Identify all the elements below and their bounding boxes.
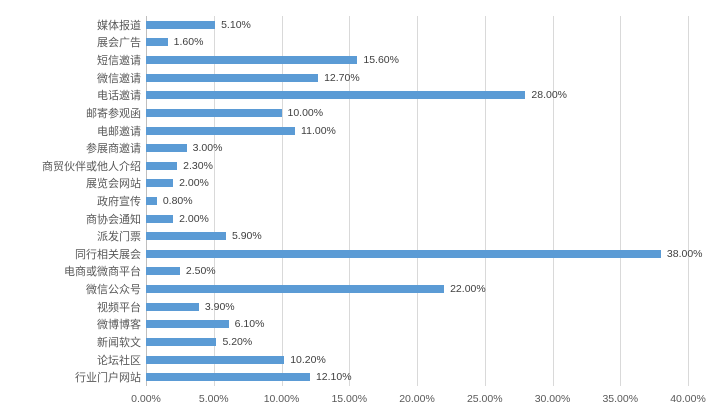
value-label: 3.90% — [204, 300, 235, 313]
category-label: 同行相关展会 — [75, 248, 141, 261]
value-label: 10.00% — [287, 106, 324, 119]
bar — [146, 144, 187, 153]
category-label: 电邮邀请 — [97, 125, 141, 138]
value-label: 2.00% — [179, 177, 209, 190]
x-axis-tick-label: 25.00% — [466, 393, 503, 405]
category-label: 微信邀请 — [97, 72, 141, 85]
category-label: 参展商邀请 — [86, 143, 141, 156]
x-axis-tick-label: 40.00% — [670, 393, 706, 405]
value-label: 3.00% — [192, 142, 223, 155]
x-axis-tick-label: 5.00% — [198, 393, 229, 405]
x-axis-tick-label: 30.00% — [534, 393, 571, 405]
gridline — [688, 16, 689, 386]
value-label: 2.30% — [183, 159, 213, 172]
category-label: 论坛社区 — [97, 354, 141, 367]
category-label: 商协会通知 — [86, 213, 141, 226]
gridline — [620, 16, 622, 386]
value-label: 12.10% — [315, 371, 352, 384]
category-label: 展会广告 — [97, 37, 141, 50]
category-label: 派发门票 — [97, 231, 141, 244]
bar — [146, 267, 180, 276]
bar — [146, 20, 216, 29]
bar — [146, 232, 226, 241]
x-axis-tick-label: 20.00% — [399, 393, 435, 405]
category-label: 短信邀请 — [97, 55, 141, 68]
value-label: 12.70% — [324, 71, 360, 84]
bar — [146, 161, 178, 170]
x-axis-tick-label: 10.00% — [263, 393, 300, 405]
value-label: 38.00% — [666, 247, 703, 260]
x-axis-tick-label: 15.00% — [331, 393, 368, 405]
bar — [146, 214, 174, 223]
bar — [146, 355, 285, 364]
value-label: 5.90% — [231, 230, 262, 243]
value-label: 10.20% — [290, 353, 326, 366]
gridline — [552, 16, 554, 386]
value-label: 11.00% — [301, 124, 336, 137]
bar — [146, 108, 282, 117]
bar — [146, 285, 445, 294]
value-label: 5.10% — [221, 18, 251, 31]
category-label: 电商或微商平台 — [64, 266, 141, 279]
category-label: 政府宣传 — [97, 195, 141, 208]
category-label: 商贸伙伴或他人介绍 — [42, 160, 141, 173]
bar — [146, 56, 358, 65]
gridline — [213, 16, 215, 386]
bar — [146, 373, 310, 382]
gridline — [349, 16, 351, 386]
value-label: 0.80% — [162, 194, 193, 207]
value-label: 15.60% — [363, 54, 399, 67]
bar — [146, 320, 229, 329]
category-label: 视频平台 — [97, 301, 141, 314]
value-label: 1.60% — [173, 36, 204, 49]
category-label: 邮寄参观函 — [86, 107, 141, 120]
category-label: 展览会网站 — [86, 178, 141, 191]
bar — [146, 73, 319, 82]
value-label: 2.50% — [185, 265, 216, 278]
bar — [146, 249, 661, 258]
category-label: 新闻软文 — [97, 336, 141, 349]
value-label: 5.20% — [222, 335, 253, 348]
gridline — [417, 16, 418, 386]
value-label: 28.00% — [531, 89, 568, 102]
category-label: 电话邀请 — [97, 90, 141, 103]
x-axis-tick-label: 35.00% — [602, 393, 639, 405]
bar — [146, 126, 296, 135]
gridline — [484, 16, 486, 386]
bar — [146, 302, 199, 311]
bar — [146, 38, 168, 47]
bar — [146, 197, 157, 205]
bar — [146, 179, 174, 188]
category-label: 媒体报道 — [97, 19, 141, 32]
value-label: 2.00% — [179, 212, 209, 225]
x-axis-tick-label: 0.00% — [131, 393, 161, 405]
bar — [146, 91, 526, 100]
gridline — [281, 16, 283, 386]
category-label: 微博博客 — [97, 319, 141, 332]
category-label: 微信公众号 — [86, 284, 141, 297]
category-label: 行业门户网站 — [75, 372, 141, 385]
bar — [146, 337, 217, 346]
value-label: 6.10% — [234, 318, 265, 331]
value-label: 22.00% — [450, 283, 486, 296]
